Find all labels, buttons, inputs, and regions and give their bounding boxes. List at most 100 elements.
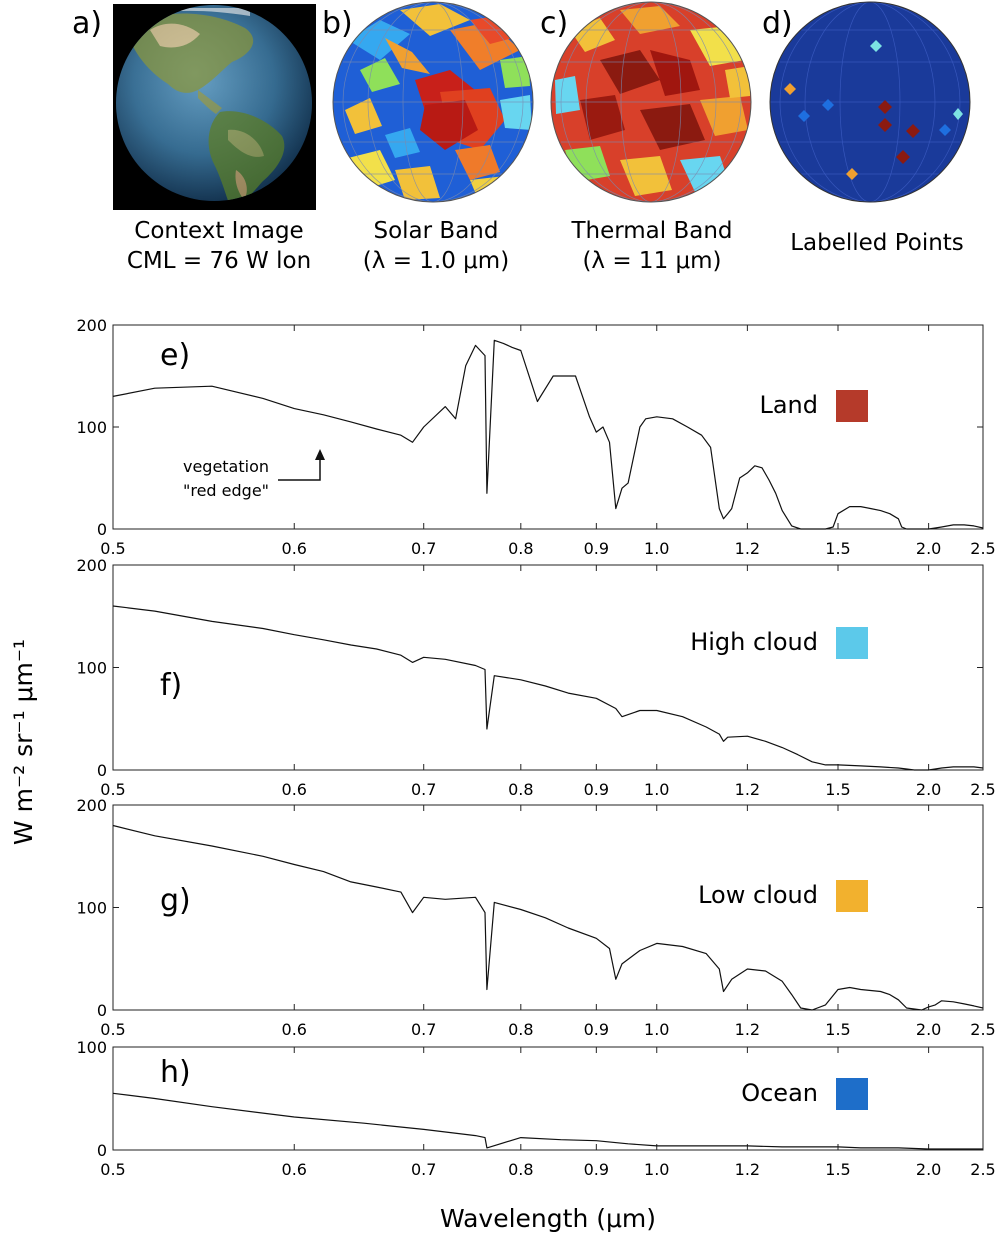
x-tick-label: 1.5	[825, 1160, 850, 1179]
low-cloud-point	[846, 168, 858, 180]
panel-letter-h: h)	[160, 1055, 191, 1090]
x-tick-label: 1.0	[644, 1020, 669, 1039]
panel-letter-d: d)	[762, 6, 793, 41]
x-tick-label: 0.8	[508, 1160, 533, 1179]
panel-letter-b: b)	[322, 6, 353, 41]
x-axis-title: Wavelength (μm)	[440, 1204, 656, 1233]
x-tick-label: 2.0	[916, 1160, 941, 1179]
low-cloud-point	[784, 83, 796, 95]
annotation-arrow	[278, 458, 321, 481]
legend-label-f: High cloud	[690, 628, 818, 656]
x-tick-label: 0.8	[508, 1020, 533, 1039]
legend-label-g: Low cloud	[698, 881, 818, 909]
y-tick-label: 200	[76, 796, 107, 815]
x-tick-label: 0.8	[508, 780, 533, 799]
legend-label-e: Land	[759, 391, 818, 419]
solar-band-globe	[332, 1, 534, 203]
x-tick-label: 0.5	[100, 1020, 125, 1039]
y-tick-label: 0	[97, 520, 107, 539]
high-cloud-point	[953, 108, 963, 120]
x-tick-label: 0.9	[584, 1160, 609, 1179]
panel-letter-g: g)	[160, 883, 191, 918]
thermal-band-globe	[550, 1, 752, 203]
caption-c-line1: Thermal Band	[570, 218, 732, 244]
x-tick-label: 0.7	[411, 1020, 436, 1039]
y-tick-label: 0	[97, 1141, 107, 1160]
legend-swatch-h	[836, 1078, 868, 1110]
x-tick-label: 1.2	[735, 1020, 760, 1039]
legend-swatch-g	[836, 880, 868, 912]
x-tick-label: 2.0	[916, 780, 941, 799]
x-tick-label: 0.9	[584, 1020, 609, 1039]
y-tick-label: 200	[76, 316, 107, 335]
caption-a-line2: CML = 76 W lon	[127, 248, 311, 274]
caption-b-line2: (λ = 1.0 μm)	[363, 248, 509, 274]
spectrum-panel-f: 0.5 0.6 0.7 0.8 0.9 1.0 1.2 1.5 2.0 2.5 0 100 200 f) H…	[76, 556, 995, 799]
caption-a-line1: Context Image	[134, 218, 303, 244]
panel-letter-c: c)	[540, 6, 568, 41]
x-tick-label: 1.2	[735, 780, 760, 799]
x-tick-label: 1.0	[644, 780, 669, 799]
red-edge-annotation: vegetation "red edge"	[183, 449, 325, 500]
legend-swatch-e	[836, 390, 868, 422]
x-tick-label: 0.7	[411, 780, 436, 799]
context-earth-image	[113, 4, 316, 210]
ocean-point	[822, 99, 834, 111]
y-tick-label: 0	[97, 761, 107, 780]
ocean-point	[798, 110, 810, 122]
spectra-charts: 0.5 0.6 0.7 0.8 0.9 1.0 1.2 1.5 2.0 2.5 0 100 200 e) L…	[76, 316, 995, 1179]
y-axis-title: W m⁻² sr⁻¹ μm⁻¹	[9, 639, 38, 845]
x-tick-label: 1.2	[735, 1160, 760, 1179]
x-tick-label: 2.5	[970, 539, 995, 558]
spectrum-panel-e: 0.5 0.6 0.7 0.8 0.9 1.0 1.2 1.5 2.0 2.5 0 100 200 e) L…	[76, 316, 995, 558]
spectrum-panel-g: 0.5 0.6 0.7 0.8 0.9 1.0 1.2 1.5 2.0 2.5 0 100 200 g) L…	[76, 796, 995, 1039]
x-tick-label: 0.9	[584, 539, 609, 558]
x-tick-label: 0.5	[100, 539, 125, 558]
x-tick-label: 0.5	[100, 1160, 125, 1179]
x-tick-label: 0.6	[282, 539, 307, 558]
x-tick-label: 1.0	[644, 1160, 669, 1179]
spectrum-line-e	[112, 339, 984, 530]
annotation-arrowhead	[315, 449, 325, 460]
land-point	[896, 150, 910, 164]
x-tick-label: 0.5	[100, 780, 125, 799]
caption-b-line1: Solar Band	[374, 218, 499, 244]
spectrum-line-f	[112, 605, 984, 771]
plot-frame	[112, 1046, 984, 1151]
y-tick-label: 100	[76, 899, 107, 918]
x-tick-label: 2.0	[916, 539, 941, 558]
x-tick-label: 0.6	[282, 780, 307, 799]
x-tick-label: 2.5	[970, 780, 995, 799]
high-cloud-point	[870, 40, 882, 52]
x-tick-label: 1.0	[644, 539, 669, 558]
y-tick-label: 100	[76, 418, 107, 437]
x-tick-label: 1.5	[825, 1020, 850, 1039]
panel-letter-f: f)	[160, 668, 182, 703]
x-tick-label: 2.0	[916, 1020, 941, 1039]
land-point	[878, 100, 892, 114]
x-tick-label: 1.5	[825, 780, 850, 799]
ocean-point	[939, 124, 951, 136]
x-tick-label: 0.7	[411, 1160, 436, 1179]
caption-c-line2: (λ = 11 μm)	[582, 248, 721, 274]
annotation-line2: "red edge"	[183, 481, 269, 500]
plot-frame	[112, 564, 984, 771]
y-tick-label: 200	[76, 556, 107, 575]
spectrum-line-g	[112, 824, 984, 1011]
land-point	[906, 124, 920, 138]
x-tick-label: 0.8	[508, 539, 533, 558]
panel-letter-a: a)	[72, 6, 102, 41]
caption-d-line1: Labelled Points	[790, 230, 964, 256]
x-tick-label: 1.5	[825, 539, 850, 558]
y-tick-label: 0	[97, 1001, 107, 1020]
x-tick-label: 0.9	[584, 780, 609, 799]
y-tick-label: 100	[76, 659, 107, 678]
panel-letter-e: e)	[160, 338, 190, 373]
x-tick-label: 0.6	[282, 1020, 307, 1039]
y-tick-label: 100	[76, 1038, 107, 1057]
x-tick-label: 2.5	[970, 1020, 995, 1039]
legend-swatch-f	[836, 627, 868, 659]
legend-label-h: Ocean	[741, 1079, 818, 1107]
x-tick-label: 1.2	[735, 539, 760, 558]
